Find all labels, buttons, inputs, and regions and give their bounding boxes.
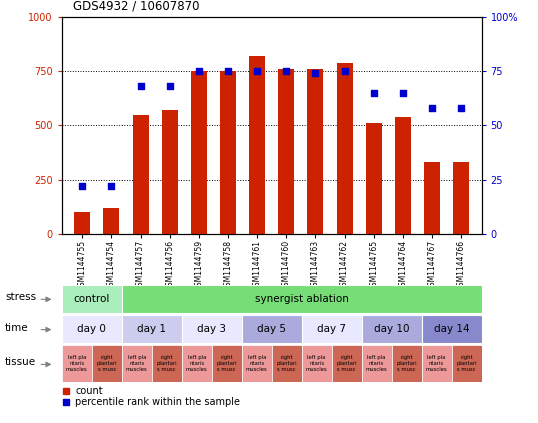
Text: right
plantari
s musc: right plantari s musc bbox=[456, 355, 477, 372]
Text: percentile rank within the sample: percentile rank within the sample bbox=[75, 397, 240, 407]
Bar bbox=[212, 345, 242, 382]
Bar bbox=[62, 315, 122, 343]
Text: right
plantari
s musc: right plantari s musc bbox=[96, 355, 117, 372]
Bar bbox=[103, 208, 119, 234]
Bar bbox=[337, 63, 352, 234]
Point bbox=[107, 183, 116, 190]
Bar bbox=[182, 315, 242, 343]
Bar bbox=[422, 315, 482, 343]
Text: left pla
ntaris
muscles: left pla ntaris muscles bbox=[126, 355, 147, 372]
Bar bbox=[242, 345, 272, 382]
Point bbox=[282, 68, 291, 74]
Bar bbox=[122, 345, 152, 382]
Text: right
plantari
s musc: right plantari s musc bbox=[216, 355, 237, 372]
Point bbox=[399, 90, 407, 96]
Text: left pla
ntaris
muscles: left pla ntaris muscles bbox=[246, 355, 267, 372]
Point bbox=[136, 83, 145, 90]
Bar bbox=[242, 315, 302, 343]
Bar bbox=[249, 56, 265, 234]
Point bbox=[370, 90, 378, 96]
Text: right
plantari
s musc: right plantari s musc bbox=[157, 355, 177, 372]
Bar bbox=[132, 115, 148, 234]
Point bbox=[165, 83, 174, 90]
Text: stress: stress bbox=[5, 292, 36, 302]
Bar bbox=[272, 345, 302, 382]
Point bbox=[311, 70, 320, 77]
Bar bbox=[302, 345, 331, 382]
Point bbox=[428, 105, 436, 112]
Point bbox=[253, 68, 261, 74]
Bar bbox=[62, 345, 92, 382]
Text: left pla
ntaris
muscles: left pla ntaris muscles bbox=[306, 355, 328, 372]
Text: tissue: tissue bbox=[5, 357, 36, 367]
Text: time: time bbox=[5, 323, 29, 332]
Bar bbox=[74, 212, 90, 234]
Bar bbox=[302, 315, 362, 343]
Point bbox=[78, 183, 87, 190]
Bar bbox=[362, 345, 392, 382]
Bar bbox=[362, 315, 422, 343]
Text: day 0: day 0 bbox=[77, 324, 107, 334]
Bar bbox=[122, 285, 482, 313]
Bar bbox=[152, 345, 182, 382]
Point bbox=[195, 68, 203, 74]
Bar bbox=[453, 162, 469, 234]
Bar bbox=[331, 345, 362, 382]
Text: right
plantari
s musc: right plantari s musc bbox=[336, 355, 357, 372]
Bar bbox=[307, 69, 323, 234]
Point bbox=[340, 68, 349, 74]
Text: count: count bbox=[75, 386, 103, 396]
Text: control: control bbox=[74, 294, 110, 304]
Bar bbox=[92, 345, 122, 382]
Bar bbox=[451, 345, 482, 382]
Text: day 3: day 3 bbox=[197, 324, 226, 334]
Bar bbox=[122, 315, 182, 343]
Point bbox=[224, 68, 232, 74]
Point bbox=[457, 105, 465, 112]
Bar bbox=[162, 110, 178, 234]
Bar bbox=[392, 345, 422, 382]
Bar bbox=[220, 71, 236, 234]
Bar bbox=[62, 285, 122, 313]
Text: right
plantari
s musc: right plantari s musc bbox=[277, 355, 297, 372]
Bar bbox=[395, 117, 411, 234]
Bar bbox=[422, 345, 451, 382]
Bar bbox=[278, 69, 294, 234]
Text: day 14: day 14 bbox=[434, 324, 469, 334]
Text: day 5: day 5 bbox=[257, 324, 286, 334]
Text: left pla
ntaris
muscles: left pla ntaris muscles bbox=[66, 355, 88, 372]
Text: GDS4932 / 10607870: GDS4932 / 10607870 bbox=[73, 0, 199, 13]
Text: day 1: day 1 bbox=[137, 324, 166, 334]
Bar bbox=[191, 71, 207, 234]
Text: left pla
ntaris
muscles: left pla ntaris muscles bbox=[426, 355, 448, 372]
Bar bbox=[182, 345, 212, 382]
Text: synergist ablation: synergist ablation bbox=[254, 294, 349, 304]
Text: left pla
ntaris
muscles: left pla ntaris muscles bbox=[186, 355, 208, 372]
Text: left pla
ntaris
muscles: left pla ntaris muscles bbox=[366, 355, 387, 372]
Bar bbox=[424, 162, 440, 234]
Text: day 7: day 7 bbox=[317, 324, 346, 334]
Bar bbox=[366, 124, 381, 234]
Text: day 10: day 10 bbox=[374, 324, 409, 334]
Text: right
plantari
s musc: right plantari s musc bbox=[397, 355, 417, 372]
